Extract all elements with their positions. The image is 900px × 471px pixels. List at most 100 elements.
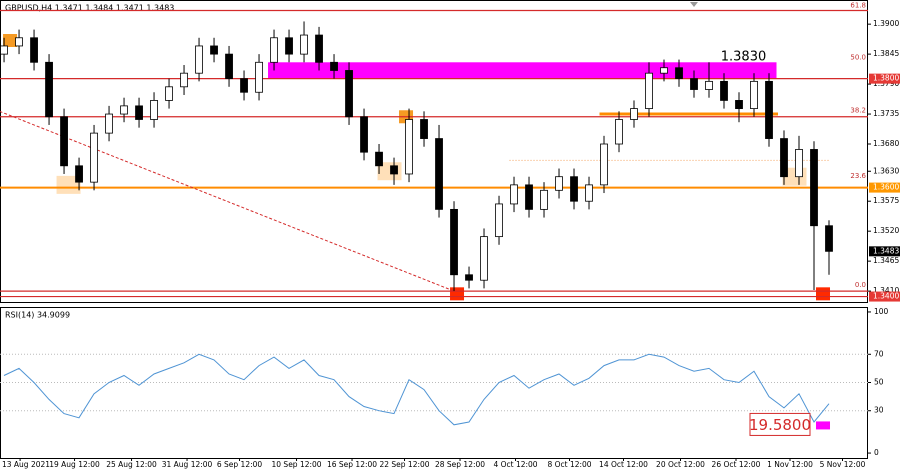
x-tick-label: 14 Oct 12:00 [599,460,648,469]
swing-highlight [56,175,81,194]
x-tick-label: 1 Nov 12:00 [767,460,813,469]
candle-body [120,105,128,115]
candle-body [675,67,683,80]
y-tick-label: 100 [874,307,889,316]
y-tick-label: 1.3630 [873,166,899,175]
y-tick-label: 1.3900 [873,19,899,28]
trend-line [0,110,455,292]
candle-body [390,165,398,175]
swing-marker [450,287,465,301]
y-tick-label: 50 [874,378,884,387]
candle-body [525,184,533,210]
candle-body [570,176,578,202]
candle-body [555,176,563,191]
candle-body [795,149,803,178]
fib-label: 61.8 [850,2,866,10]
swing-marker [816,287,831,301]
x-tick-label: 31 Aug 12:00 [162,460,213,469]
candle-body [195,45,203,74]
candle-body [285,37,293,55]
x-tick-label: 8 Oct 12:00 [547,460,591,469]
x-tick-label: 5 Nov 12:00 [820,460,866,469]
candle-body [825,225,833,252]
candle-body [300,34,308,55]
chart-title: GBPUSD,H4 1.3471 1.3484 1.3471 1.3483 [5,4,174,13]
price-tag-label: 1.3800 [873,74,899,83]
x-tick-label: 19 Aug 12:00 [49,460,100,469]
candle-body [225,53,233,80]
candle-body [765,80,773,139]
level-annotation: 1.3830 [721,49,767,64]
candle-body [450,208,458,276]
candle-body [630,108,638,120]
candle-body [810,149,818,227]
candle-body [135,105,143,120]
rsi-marker [816,421,831,430]
candle-body [60,116,68,167]
x-tick-label: 20 Oct 12:00 [656,460,705,469]
candle-body [375,151,383,167]
candle-body [30,37,38,63]
candle-body [780,138,788,178]
candle-body [330,61,338,71]
price-tag [869,73,900,84]
x-tick-label: 22 Sep 12:00 [379,460,429,469]
candle-body [240,78,248,93]
rsi-label-box [749,412,811,436]
y-tick-label: 1.3845 [873,49,899,58]
candle-body [315,34,323,63]
price-tag [869,291,900,302]
candle-body [540,189,548,210]
candle-body [510,184,518,205]
rsi-line [3,353,830,426]
y-tick-label: 30 [874,406,884,415]
candle-body [480,236,488,281]
resistance-zone [268,62,777,79]
y-tick-label: 1.3680 [873,139,899,148]
y-tick-label: 1.3410 [873,286,899,295]
shift-marker [690,2,698,7]
candle-body [15,37,23,47]
candle-body [255,61,263,93]
x-tick-label: 16 Sep 12:00 [327,460,377,469]
candle-body [105,113,113,134]
price-tag-label: 1.3483 [873,246,899,255]
price-panel-frame [0,0,868,303]
candle-body [150,100,158,120]
candle-body [405,119,413,175]
candle-body [615,119,623,145]
candle-body [720,80,728,101]
candle-body [165,86,173,101]
candle-body [420,119,428,139]
candle-body [660,67,668,74]
candle-body [180,72,188,88]
x-tick-label: 13 Aug 2021 [2,460,50,469]
candle-body [210,45,218,55]
candle-body [465,274,473,281]
candle-body [645,72,653,109]
fib-label: 38.2 [850,107,866,115]
candle-body [600,143,608,186]
x-tick-label: 4 Oct 12:00 [493,460,537,469]
y-tick-label: 0 [874,448,879,457]
candle-body [270,37,278,63]
candle-body [435,138,443,210]
fib-label: 0.0 [855,281,866,289]
y-tick-label: 1.3575 [873,196,899,205]
y-tick-label: 1.3465 [873,256,899,265]
candle-body [90,132,98,183]
candle-body [45,61,53,118]
price-tag-label: 1.3600 [873,183,899,192]
rsi-title: RSI(14) 34.9099 [5,311,70,320]
candle-body [360,116,368,153]
x-tick-label: 6 Sep 12:00 [217,460,263,469]
candle-body [585,184,593,202]
x-tick-label: 26 Oct 12:00 [712,460,761,469]
price-tag [869,182,900,193]
candle-body [690,78,698,90]
candle-body [0,45,8,55]
x-tick-label: 28 Sep 12:00 [435,460,485,469]
y-tick-label: 1.3520 [873,226,899,235]
rsi-label: 19.5800 [749,416,811,434]
fib-label: 50.0 [850,53,866,61]
